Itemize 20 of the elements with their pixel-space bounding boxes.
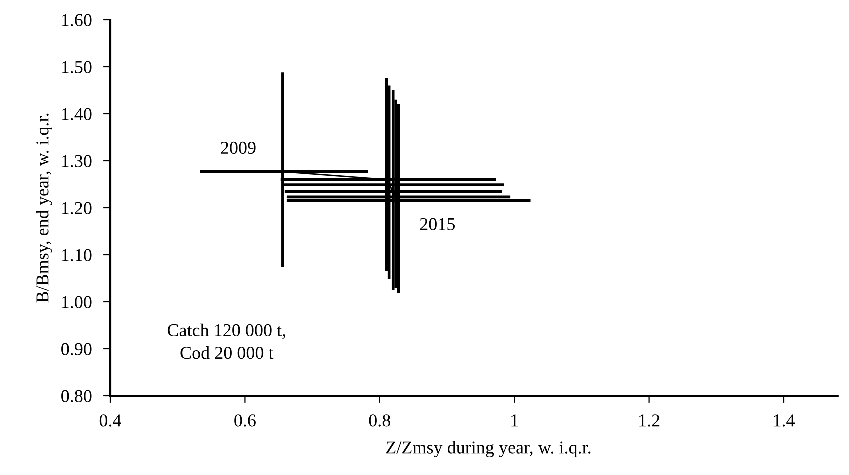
- annotation: Catch 120 000 t, Cod 20 000 t: [168, 324, 286, 360]
- x-tick-label: 1.2: [640, 414, 660, 427]
- x-tick-label: 0.6: [234, 414, 256, 427]
- x-axis-title: Z/Zmsy during year, w. i.q.r.: [386, 441, 591, 458]
- y-tick-label: 1.30: [62, 155, 92, 168]
- y-tick-label: 1.50: [62, 61, 92, 74]
- x-tick-label: 1: [512, 414, 518, 427]
- annotation: 2015: [420, 218, 455, 230]
- x-tick-label: 1.4: [774, 414, 796, 427]
- y-axis-title: B/Bmsy, end year, w. i.q.r.: [36, 114, 53, 303]
- y-tick-label: 1.60: [62, 14, 92, 27]
- x-tick-label: 0.8: [369, 414, 390, 427]
- annotation: 2009: [221, 142, 256, 154]
- y-tick-label: 1.40: [62, 108, 92, 121]
- y-tick-label: 0.90: [62, 343, 92, 356]
- y-tick-label: 1.00: [62, 296, 92, 309]
- y-tick-label: 0.80: [62, 390, 92, 403]
- x-tick-label: 0.4: [100, 414, 122, 427]
- y-tick-label: 1.20: [62, 202, 92, 215]
- y-tick-label: 1.10: [62, 249, 92, 262]
